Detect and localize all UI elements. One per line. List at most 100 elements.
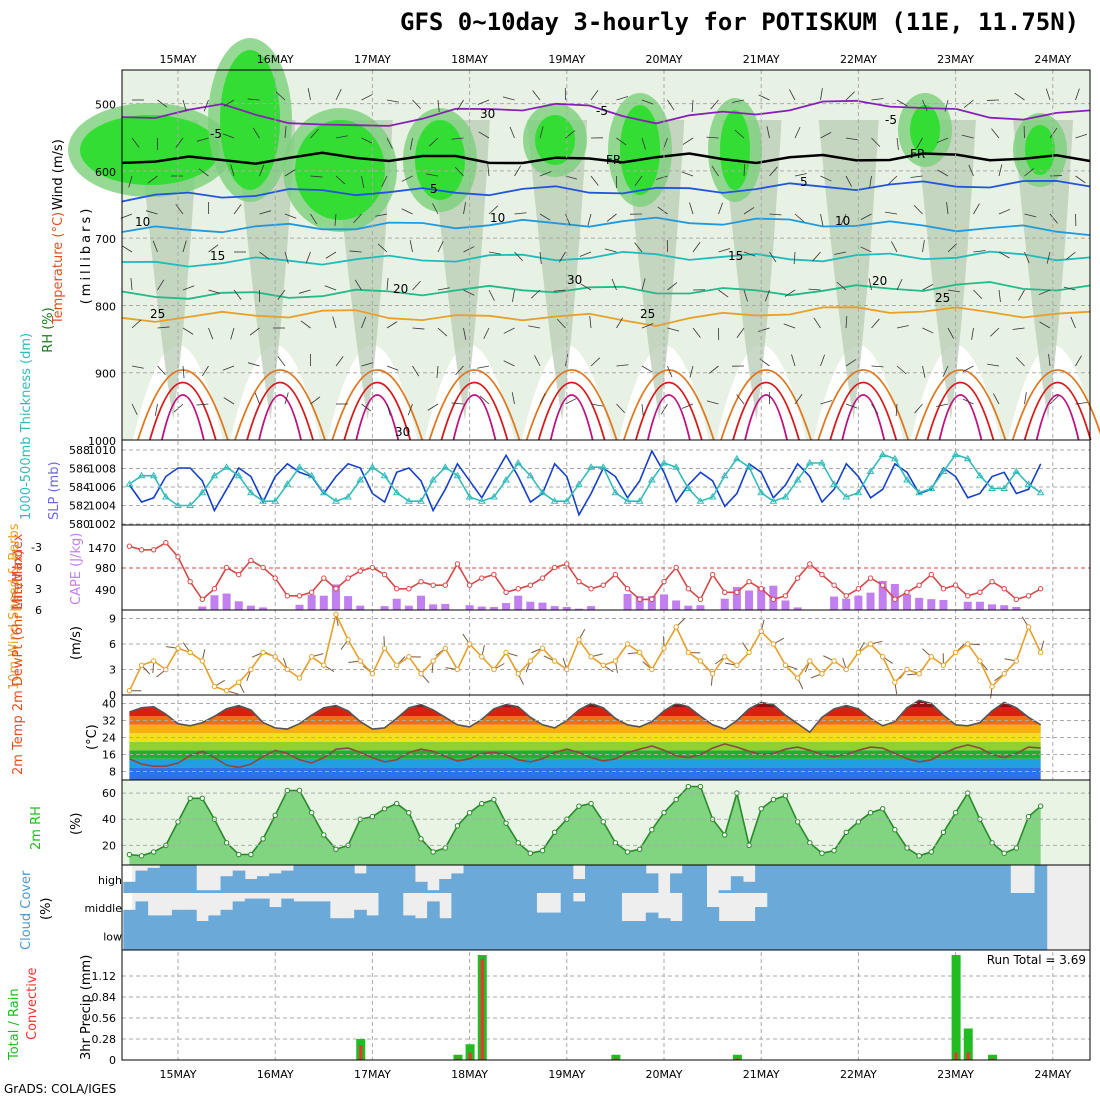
series-marker — [805, 458, 814, 466]
series-line — [128, 449, 1042, 517]
series-marker — [794, 675, 801, 681]
surface-temp-contour — [1023, 381, 1092, 441]
cape-bar — [757, 587, 766, 610]
temp-tick-label: 16 — [102, 749, 116, 762]
wind-barb — [284, 213, 297, 219]
cloud-cell — [657, 918, 671, 921]
wind-barb — [147, 175, 158, 184]
series-marker — [527, 850, 534, 856]
series-marker — [819, 571, 825, 578]
cape-bar — [1012, 606, 1021, 610]
cloud-cell — [208, 890, 222, 893]
series-marker — [624, 586, 631, 592]
cloud-cell — [985, 921, 999, 950]
cape-bar — [331, 584, 340, 610]
wind-barb — [947, 289, 960, 293]
wind-barb — [1065, 251, 1076, 260]
cloud-cell — [171, 865, 185, 893]
wind-barb — [196, 403, 209, 406]
wind-barb — [604, 248, 617, 253]
run-total-label: Run Total = 3.69 — [987, 953, 1086, 967]
surface-temp-contour — [549, 394, 594, 441]
temp-tick-label: 24 — [102, 732, 116, 745]
precip-tick-label: 0.84 — [92, 991, 117, 1004]
cape-bar — [295, 604, 304, 610]
series-marker — [198, 488, 207, 496]
cape-bar — [259, 607, 268, 610]
cloud-cell — [536, 921, 550, 950]
series-marker — [503, 649, 509, 656]
wind-barb — [840, 213, 847, 226]
cape-bar — [587, 606, 596, 610]
surface-temp-contour — [452, 394, 497, 441]
series-marker — [637, 596, 643, 603]
cloud-cell — [281, 921, 294, 950]
cloud-cell — [378, 865, 392, 893]
cloud-cell — [451, 921, 465, 950]
cloud-cell — [244, 898, 258, 921]
cloud-cell — [694, 865, 708, 893]
series-marker — [551, 829, 558, 836]
cloud-cell — [269, 873, 282, 893]
series-marker — [770, 641, 777, 647]
cloud-cell — [755, 865, 768, 893]
series-marker — [928, 849, 934, 855]
series-marker — [673, 624, 679, 630]
series-line — [129, 699, 1042, 734]
cape-bar — [502, 603, 511, 610]
cloud-cell — [366, 915, 379, 921]
date-label-bottom: 24MAY — [1034, 1068, 1071, 1081]
wind-barb — [247, 362, 260, 367]
series-marker — [126, 543, 133, 549]
cloud-cell — [961, 893, 975, 921]
cloud-cell — [475, 921, 489, 950]
thickness-tick-label: 580 — [69, 518, 90, 531]
series-marker — [647, 475, 656, 483]
rh-saturated-area — [295, 120, 385, 220]
cloud-cell — [803, 921, 817, 950]
wind-barb — [914, 403, 923, 414]
series-marker — [175, 645, 181, 651]
wind-barb — [1045, 88, 1051, 101]
wind-barb — [820, 354, 825, 367]
wind-barb — [718, 289, 729, 298]
date-label-top: 23MAY — [937, 53, 974, 66]
cape-bar — [210, 595, 219, 610]
wind-barb — [993, 393, 1000, 405]
slp-series — [128, 449, 1042, 517]
date-label-top: 22MAY — [840, 53, 877, 66]
wind-barb — [641, 99, 654, 105]
cloud-cell — [354, 921, 367, 950]
contour-label: 20 — [393, 282, 408, 296]
wind-barb — [1075, 133, 1088, 139]
series-marker — [855, 649, 862, 656]
series-marker — [709, 671, 716, 677]
series-marker — [381, 806, 388, 812]
precip-bar — [732, 1054, 742, 1060]
series-marker — [138, 662, 145, 668]
series-marker — [430, 582, 436, 588]
axis-label: Total / Rain — [7, 988, 22, 1061]
cloud-cell — [755, 921, 768, 950]
slp-tick-label: 1004 — [88, 500, 116, 513]
series-marker — [247, 488, 255, 496]
thickness-series — [125, 450, 1045, 508]
wind-barb — [891, 241, 898, 253]
series-marker — [867, 575, 874, 581]
series-marker — [137, 471, 146, 479]
wind-barb — [710, 99, 719, 110]
series-marker — [319, 488, 328, 496]
wind-barb — [426, 173, 439, 177]
series-marker — [527, 582, 534, 588]
wind-barb — [706, 136, 719, 139]
cloud-cell — [1034, 921, 1048, 950]
cloud-cell — [208, 921, 222, 950]
series-marker — [951, 450, 960, 457]
series-marker — [321, 832, 327, 838]
wind-barb — [175, 204, 184, 215]
series-marker — [1036, 488, 1045, 496]
cloud-cell — [633, 921, 647, 950]
convective-bar — [456, 1058, 460, 1060]
cloud-cell — [682, 893, 695, 921]
cloud-cell — [645, 873, 659, 893]
